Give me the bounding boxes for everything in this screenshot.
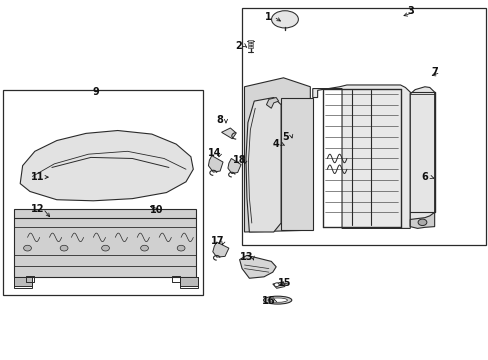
Ellipse shape — [177, 245, 184, 251]
Ellipse shape — [23, 245, 31, 251]
Text: 13: 13 — [240, 252, 253, 262]
Polygon shape — [272, 282, 285, 288]
Polygon shape — [281, 98, 312, 230]
Polygon shape — [409, 212, 434, 228]
Polygon shape — [227, 158, 241, 174]
Ellipse shape — [417, 219, 426, 226]
Text: 11: 11 — [30, 172, 44, 182]
Bar — [248, 43, 253, 45]
Text: 17: 17 — [210, 236, 224, 246]
Ellipse shape — [102, 245, 109, 251]
Text: 14: 14 — [207, 148, 221, 158]
Text: 6: 6 — [421, 172, 427, 182]
Text: 1: 1 — [264, 12, 271, 22]
Polygon shape — [244, 78, 310, 232]
Text: 4: 4 — [272, 139, 279, 149]
Text: 7: 7 — [430, 67, 437, 77]
Text: 9: 9 — [92, 87, 99, 97]
Ellipse shape — [271, 11, 298, 28]
Polygon shape — [14, 277, 32, 286]
Ellipse shape — [274, 283, 279, 287]
Text: 16: 16 — [262, 296, 275, 306]
Polygon shape — [212, 242, 228, 257]
Polygon shape — [180, 277, 198, 286]
Polygon shape — [208, 156, 223, 172]
Polygon shape — [312, 85, 409, 228]
Polygon shape — [266, 98, 278, 108]
Bar — [248, 40, 253, 42]
Text: 18: 18 — [232, 155, 246, 165]
Bar — [248, 46, 253, 48]
Polygon shape — [14, 209, 195, 277]
Text: 15: 15 — [277, 278, 291, 288]
Ellipse shape — [267, 298, 287, 302]
Text: 2: 2 — [235, 41, 242, 50]
Polygon shape — [409, 87, 434, 226]
Polygon shape — [221, 128, 236, 139]
Ellipse shape — [60, 245, 68, 251]
Bar — [3, 90, 203, 295]
Text: 8: 8 — [216, 115, 223, 125]
Ellipse shape — [141, 245, 148, 251]
Text: 5: 5 — [282, 132, 289, 142]
Text: 10: 10 — [150, 206, 163, 216]
Text: 3: 3 — [406, 6, 413, 17]
Ellipse shape — [263, 296, 291, 304]
Bar — [242, 8, 485, 244]
Text: 12: 12 — [30, 204, 44, 214]
Polygon shape — [245, 98, 281, 232]
Polygon shape — [20, 131, 193, 201]
Polygon shape — [239, 255, 276, 278]
